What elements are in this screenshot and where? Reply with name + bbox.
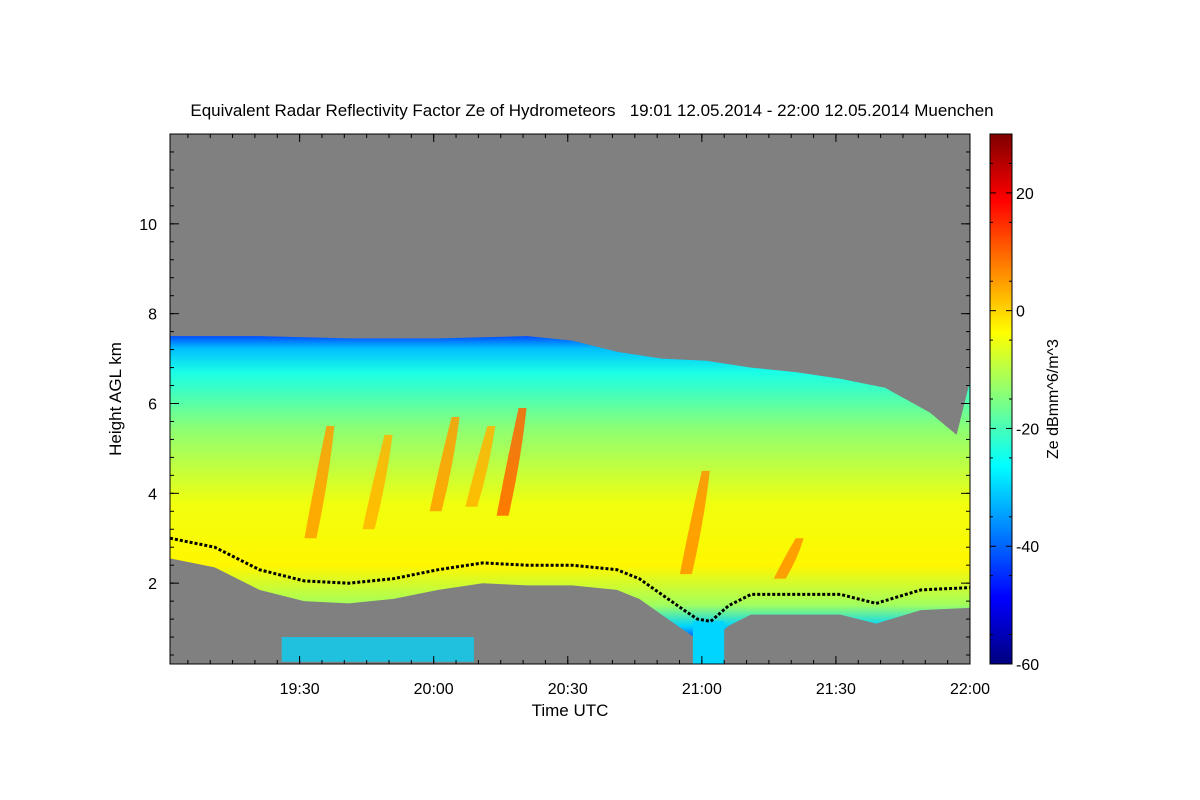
reflectivity-cell <box>362 434 393 530</box>
echo-region <box>170 336 970 642</box>
reflectivity-cell <box>679 470 710 575</box>
colorbar-tick-label: 20 <box>1016 186 1034 203</box>
x-axis: 19:30 20:00 20:30 21:00 21:30 22:00 <box>187 134 990 698</box>
x-tick-label: 22:00 <box>950 681 990 698</box>
y-tick-label: 4 <box>148 486 157 503</box>
reflectivity-cell <box>496 407 527 516</box>
colorbar-label: Ze dBmm^6/m^3 <box>1045 339 1062 459</box>
colorbar-tick-label: 0 <box>1016 304 1025 321</box>
colorbar-tick-label: -40 <box>1016 539 1039 556</box>
colorbar <box>989 133 1013 665</box>
y-tick-label: 6 <box>148 396 157 413</box>
precipitation-shaft <box>692 620 725 664</box>
chart-title: Equivalent Radar Reflectivity Factor Ze … <box>190 101 993 120</box>
y-tick-label: 8 <box>148 307 157 324</box>
weak-echo-region <box>281 637 474 662</box>
x-tick-label: 21:30 <box>816 681 856 698</box>
cloud-base-line <box>170 536 970 623</box>
x-tick-label: 21:00 <box>682 681 722 698</box>
y-tick-label: 10 <box>139 217 157 234</box>
reflectivity-cell <box>429 416 460 512</box>
x-tick-label: 20:30 <box>548 681 588 698</box>
x-tick-label: 19:30 <box>280 681 320 698</box>
colorbar-tick-label: -20 <box>1016 421 1039 438</box>
reflectivity-cell <box>304 425 335 539</box>
y-axis: 2 4 6 8 10 <box>139 151 970 656</box>
x-axis-label: Time UTC <box>532 701 609 720</box>
x-tick-label: 20:00 <box>414 681 454 698</box>
y-axis-label: Height AGL km <box>106 342 125 456</box>
reflectivity-cell <box>773 538 804 579</box>
plot-frame <box>169 133 971 665</box>
colorbar-axis: 20 0 -20 -40 -60 <box>990 162 1039 674</box>
reflectivity-cell <box>465 425 496 507</box>
reflectivity-field <box>170 336 970 664</box>
y-tick-label: 2 <box>148 576 157 593</box>
colorbar-tick-label: -60 <box>1016 657 1039 674</box>
